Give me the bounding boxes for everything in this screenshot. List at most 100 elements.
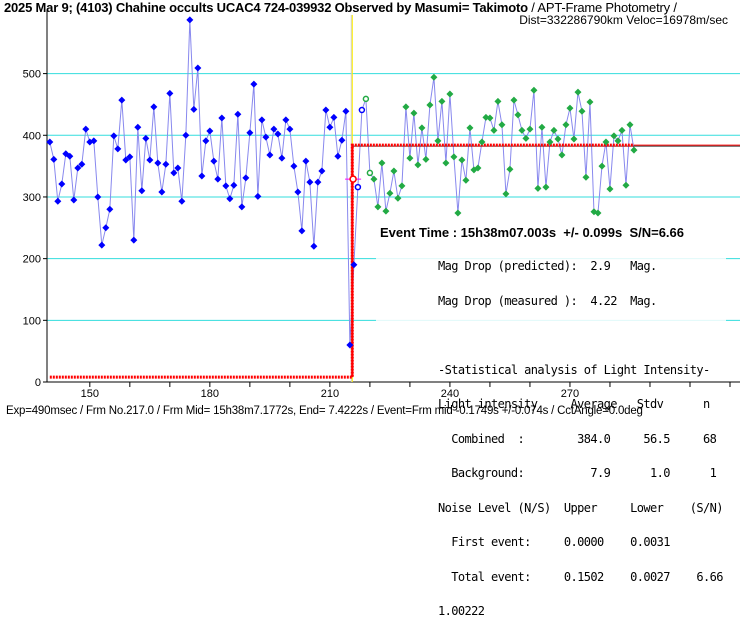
data-point-after — [570, 135, 578, 143]
data-point-before — [182, 131, 190, 139]
data-point-after — [438, 97, 446, 105]
data-point-before — [202, 137, 210, 145]
x-tick-label: 180 — [201, 388, 219, 400]
data-point-before — [230, 181, 238, 189]
data-point-after — [598, 162, 606, 170]
data-point-before — [58, 180, 66, 188]
data-point-before — [258, 116, 266, 124]
data-point-before — [70, 196, 78, 204]
data-point-before — [142, 134, 150, 142]
data-point-before — [302, 157, 310, 165]
stats-line: Noise Level (N/S) Upper Lower (S/N) — [438, 500, 723, 515]
event-time: Event Time : 15h38m07.003s +/- 0.099s S/… — [380, 225, 685, 240]
data-point-before — [278, 154, 286, 162]
data-point-before — [102, 224, 110, 232]
data-point-before — [158, 188, 166, 196]
data-point-before — [222, 182, 230, 190]
data-point-before — [330, 113, 338, 121]
data-point-after — [478, 138, 486, 146]
data-point-after — [442, 159, 450, 167]
data-point-after — [446, 90, 454, 98]
stats-line: Mag Drop (predicted): 2.9 Mag. — [438, 259, 657, 273]
data-point-after — [546, 138, 554, 146]
data-point-after — [534, 184, 542, 192]
data-point-after — [434, 137, 442, 145]
data-point-before — [298, 227, 306, 235]
data-point-after — [538, 123, 546, 131]
data-point-after — [402, 103, 410, 111]
event-marker — [349, 175, 357, 183]
data-point-after — [382, 207, 390, 215]
data-point-after — [450, 153, 458, 161]
data-point-before — [326, 123, 334, 131]
stats-line — [438, 330, 723, 342]
data-point-before — [174, 164, 182, 172]
data-point-after — [530, 86, 538, 94]
data-point-before — [294, 188, 302, 196]
stats-line: Background: 7.9 1.0 1 — [438, 466, 717, 480]
data-point-before — [346, 341, 354, 349]
stats-line: -Statistical analysis of Light Intensity… — [438, 362, 710, 377]
data-point-transition-green — [362, 95, 370, 103]
data-point-after — [542, 183, 550, 191]
data-point-after — [626, 121, 634, 129]
data-point-after — [574, 88, 582, 96]
data-point-before — [114, 145, 122, 153]
data-point-after — [550, 126, 558, 134]
data-point-before — [290, 162, 298, 170]
data-point-before — [154, 159, 162, 167]
data-point-after — [474, 164, 482, 172]
y-tick-label: 200 — [23, 254, 41, 266]
data-point-after — [422, 155, 430, 163]
data-point-after — [394, 194, 402, 202]
data-point-after — [578, 107, 586, 115]
data-point-before — [238, 203, 246, 211]
data-point-before — [150, 103, 158, 111]
stats-line: Mag Drop (measured ): 4.22 Mag. — [438, 293, 657, 308]
data-point-after — [414, 161, 422, 169]
data-point-after — [522, 134, 530, 142]
data-point-before — [138, 187, 146, 195]
data-point-transition-green — [366, 169, 374, 177]
data-point-before — [286, 125, 294, 133]
data-point-before — [78, 160, 86, 168]
data-point-before — [106, 205, 114, 213]
y-tick-label: 0 — [35, 377, 41, 389]
data-point-before — [122, 156, 130, 164]
data-point-before — [246, 129, 254, 137]
data-point-after — [498, 121, 506, 129]
data-point-before — [254, 192, 262, 200]
footer-info: Exp=490msec / Frm No.217.0 / Frm Mid= 15… — [6, 405, 643, 417]
y-tick-label: 500 — [23, 69, 41, 81]
data-point-before — [46, 138, 54, 146]
x-tick-label: 240 — [441, 388, 459, 400]
data-point-after — [514, 111, 522, 119]
title-main: 2025 Mar 9; (4103) Chahine occults UCAC4… — [4, 0, 528, 15]
data-point-after — [398, 182, 406, 190]
x-tick-label: 270 — [561, 388, 579, 400]
data-point-before — [194, 64, 202, 72]
data-point-before — [274, 130, 282, 138]
data-point-before — [226, 195, 234, 203]
data-point-after — [410, 109, 418, 117]
data-point-before — [130, 236, 138, 244]
data-point-after — [622, 181, 630, 189]
data-point-after — [454, 209, 462, 217]
data-point-transition-blue — [358, 106, 366, 114]
data-point-before — [318, 167, 326, 175]
stats-line: 1.00222 — [438, 604, 485, 618]
data-point-after — [502, 190, 510, 198]
data-point-after — [554, 135, 562, 143]
data-point-after — [490, 126, 498, 134]
data-point-before — [206, 127, 214, 135]
data-point-before — [66, 152, 74, 160]
data-point-before — [170, 169, 178, 177]
data-point-after — [390, 167, 398, 175]
data-point-after — [518, 126, 526, 134]
data-point-after — [610, 132, 618, 140]
data-point-after — [486, 114, 494, 122]
data-point-after — [506, 165, 514, 173]
data-point-after — [630, 146, 638, 154]
data-point-before — [90, 137, 98, 145]
distance-velocity: Dist=332286790km Veloc=16978m/sec — [519, 13, 728, 27]
